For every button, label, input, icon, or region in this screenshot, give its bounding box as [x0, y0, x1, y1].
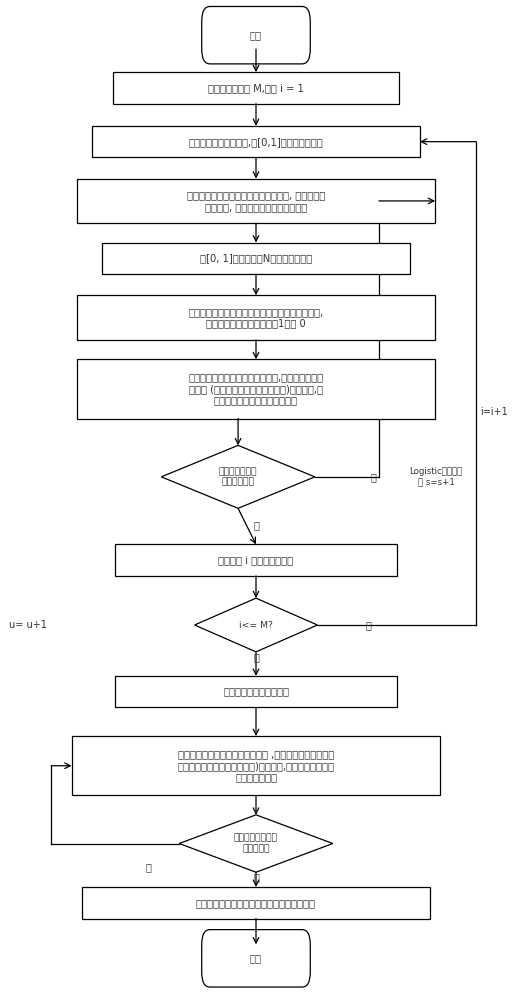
Text: 判断是否达到设定
的迭代次数: 判断是否达到设定 的迭代次数	[234, 834, 278, 853]
FancyBboxPatch shape	[102, 243, 410, 274]
Text: 保存小区 i 的波束分配方法: 保存小区 i 的波束分配方法	[219, 555, 293, 565]
FancyBboxPatch shape	[77, 295, 435, 340]
Text: 初始化小区的混沌变量,在[0,1]区间内随机分布: 初始化小区的混沌变量,在[0,1]区间内随机分布	[188, 137, 324, 147]
FancyBboxPatch shape	[77, 359, 435, 419]
Text: 判断是否达到设
定的迭代次数: 判断是否达到设 定的迭代次数	[219, 467, 258, 487]
Polygon shape	[161, 445, 315, 508]
Text: 初始化小区个数 M,设置 i = 1: 初始化小区个数 M,设置 i = 1	[208, 83, 304, 93]
Text: 代入到增广目标函数中求解函数值 ,与上一轮迭代的函数值
（第一轮与设置的初始值比较)进行比较,保留较大项和相应
的波束分配结果: 代入到增广目标函数中求解函数值 ,与上一轮迭代的函数值 （第一轮与设置的初始值比…	[178, 749, 334, 782]
FancyBboxPatch shape	[202, 6, 310, 64]
FancyBboxPatch shape	[202, 930, 310, 987]
Text: 输出建立的模型中各小区最优的波束分配结果: 输出建立的模型中各小区最优的波束分配结果	[196, 898, 316, 908]
Text: 是: 是	[253, 520, 259, 530]
Text: 判断通过迭代生成的新的混沌变量在哪个子区间内,
相应的设置最优化函数中为1或者 0: 判断通过迭代生成的新的混沌变量在哪个子区间内, 相应的设置最优化函数中为1或者 …	[188, 307, 324, 328]
Text: 将[0, 1]区间划分成N个相等的子区间: 将[0, 1]区间划分成N个相等的子区间	[200, 253, 312, 263]
Text: Logistic混沌映射
否 s=s+1: Logistic混沌映射 否 s=s+1	[410, 467, 463, 487]
FancyBboxPatch shape	[92, 126, 420, 157]
Text: 否: 否	[145, 863, 152, 873]
FancyBboxPatch shape	[115, 676, 397, 707]
FancyBboxPatch shape	[77, 179, 435, 223]
Text: i=i+1: i=i+1	[480, 407, 508, 417]
Text: 是: 是	[253, 872, 259, 882]
Text: 开始: 开始	[250, 30, 262, 40]
Text: 否: 否	[366, 620, 372, 630]
FancyBboxPatch shape	[82, 887, 430, 919]
Text: 是: 是	[253, 652, 259, 662]
Text: 否: 否	[371, 472, 377, 482]
Text: 结束: 结束	[250, 953, 262, 963]
FancyBboxPatch shape	[115, 544, 397, 576]
Polygon shape	[179, 815, 333, 872]
FancyBboxPatch shape	[113, 72, 399, 104]
FancyBboxPatch shape	[72, 736, 440, 795]
Text: i<= M?: i<= M?	[239, 620, 273, 630]
Text: 保存系统的波束分配方法: 保存系统的波束分配方法	[223, 687, 289, 697]
Text: 在区间左侧对生成的混沌变量进行扩张, 在区间右侧
进行压缩, 使之在区间内分布更加均匀: 在区间左侧对生成的混沌变量进行扩张, 在区间右侧 进行压缩, 使之在区间内分布更…	[187, 190, 325, 212]
Polygon shape	[195, 598, 317, 652]
Text: 代入到增广目标函数中求解函数值,与上一轮迭代的
函数值 (第一轮与设置的初始值比较)进行比较,保
留较大项和相应的波束分配结果: 代入到增广目标函数中求解函数值,与上一轮迭代的 函数值 (第一轮与设置的初始值比…	[188, 372, 324, 405]
Text: u= u+1: u= u+1	[9, 620, 47, 630]
